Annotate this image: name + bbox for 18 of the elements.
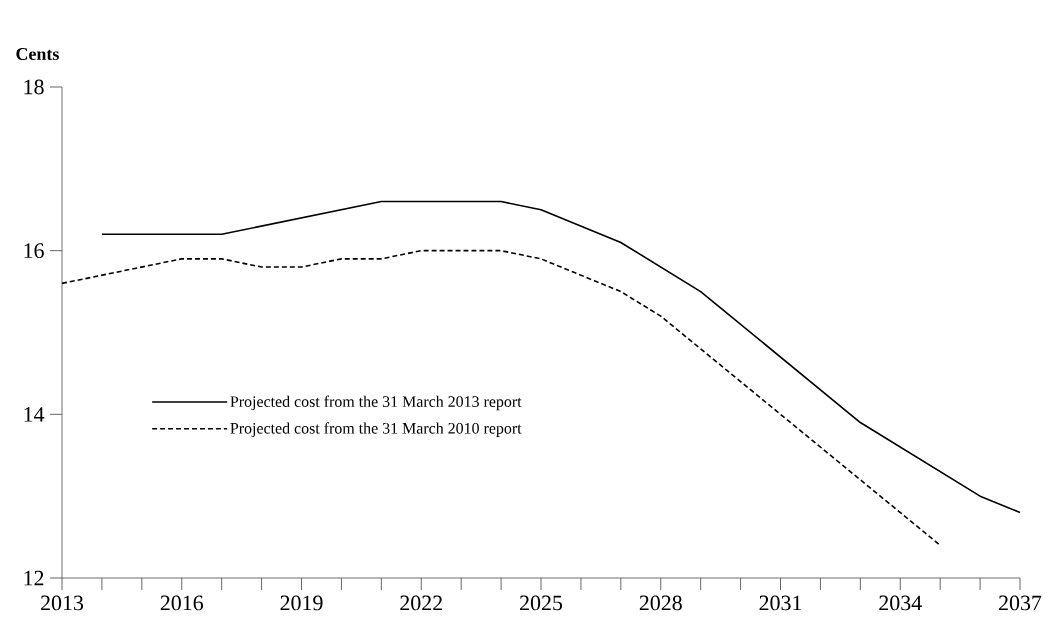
legend-label: Projected cost from the 31 March 2010 report <box>230 422 522 437</box>
x-tick-label: 2028 <box>639 595 682 611</box>
x-tick-label: 2016 <box>160 595 204 611</box>
line-series <box>101 200 1021 514</box>
x-tick-label: 2025 <box>520 595 563 611</box>
x-tick-label: 2031 <box>759 595 802 611</box>
x-tick-label: 2013 <box>41 595 84 611</box>
y-tick-label: 18 <box>24 79 44 95</box>
x-tick-label: 2022 <box>400 595 442 611</box>
x-tick-label: 2019 <box>280 595 323 611</box>
y-tick-label: 12 <box>24 570 44 586</box>
x-tick-label: 2034 <box>879 595 922 611</box>
y-axis-title: Cents <box>16 47 59 61</box>
y-tick-label: 16 <box>24 243 44 259</box>
x-tick-label: 2037 <box>999 595 1042 611</box>
legend-label: Projected cost from the 31 March 2013 report <box>230 395 522 411</box>
line-series <box>61 249 941 547</box>
y-tick-label: 14 <box>24 407 45 422</box>
